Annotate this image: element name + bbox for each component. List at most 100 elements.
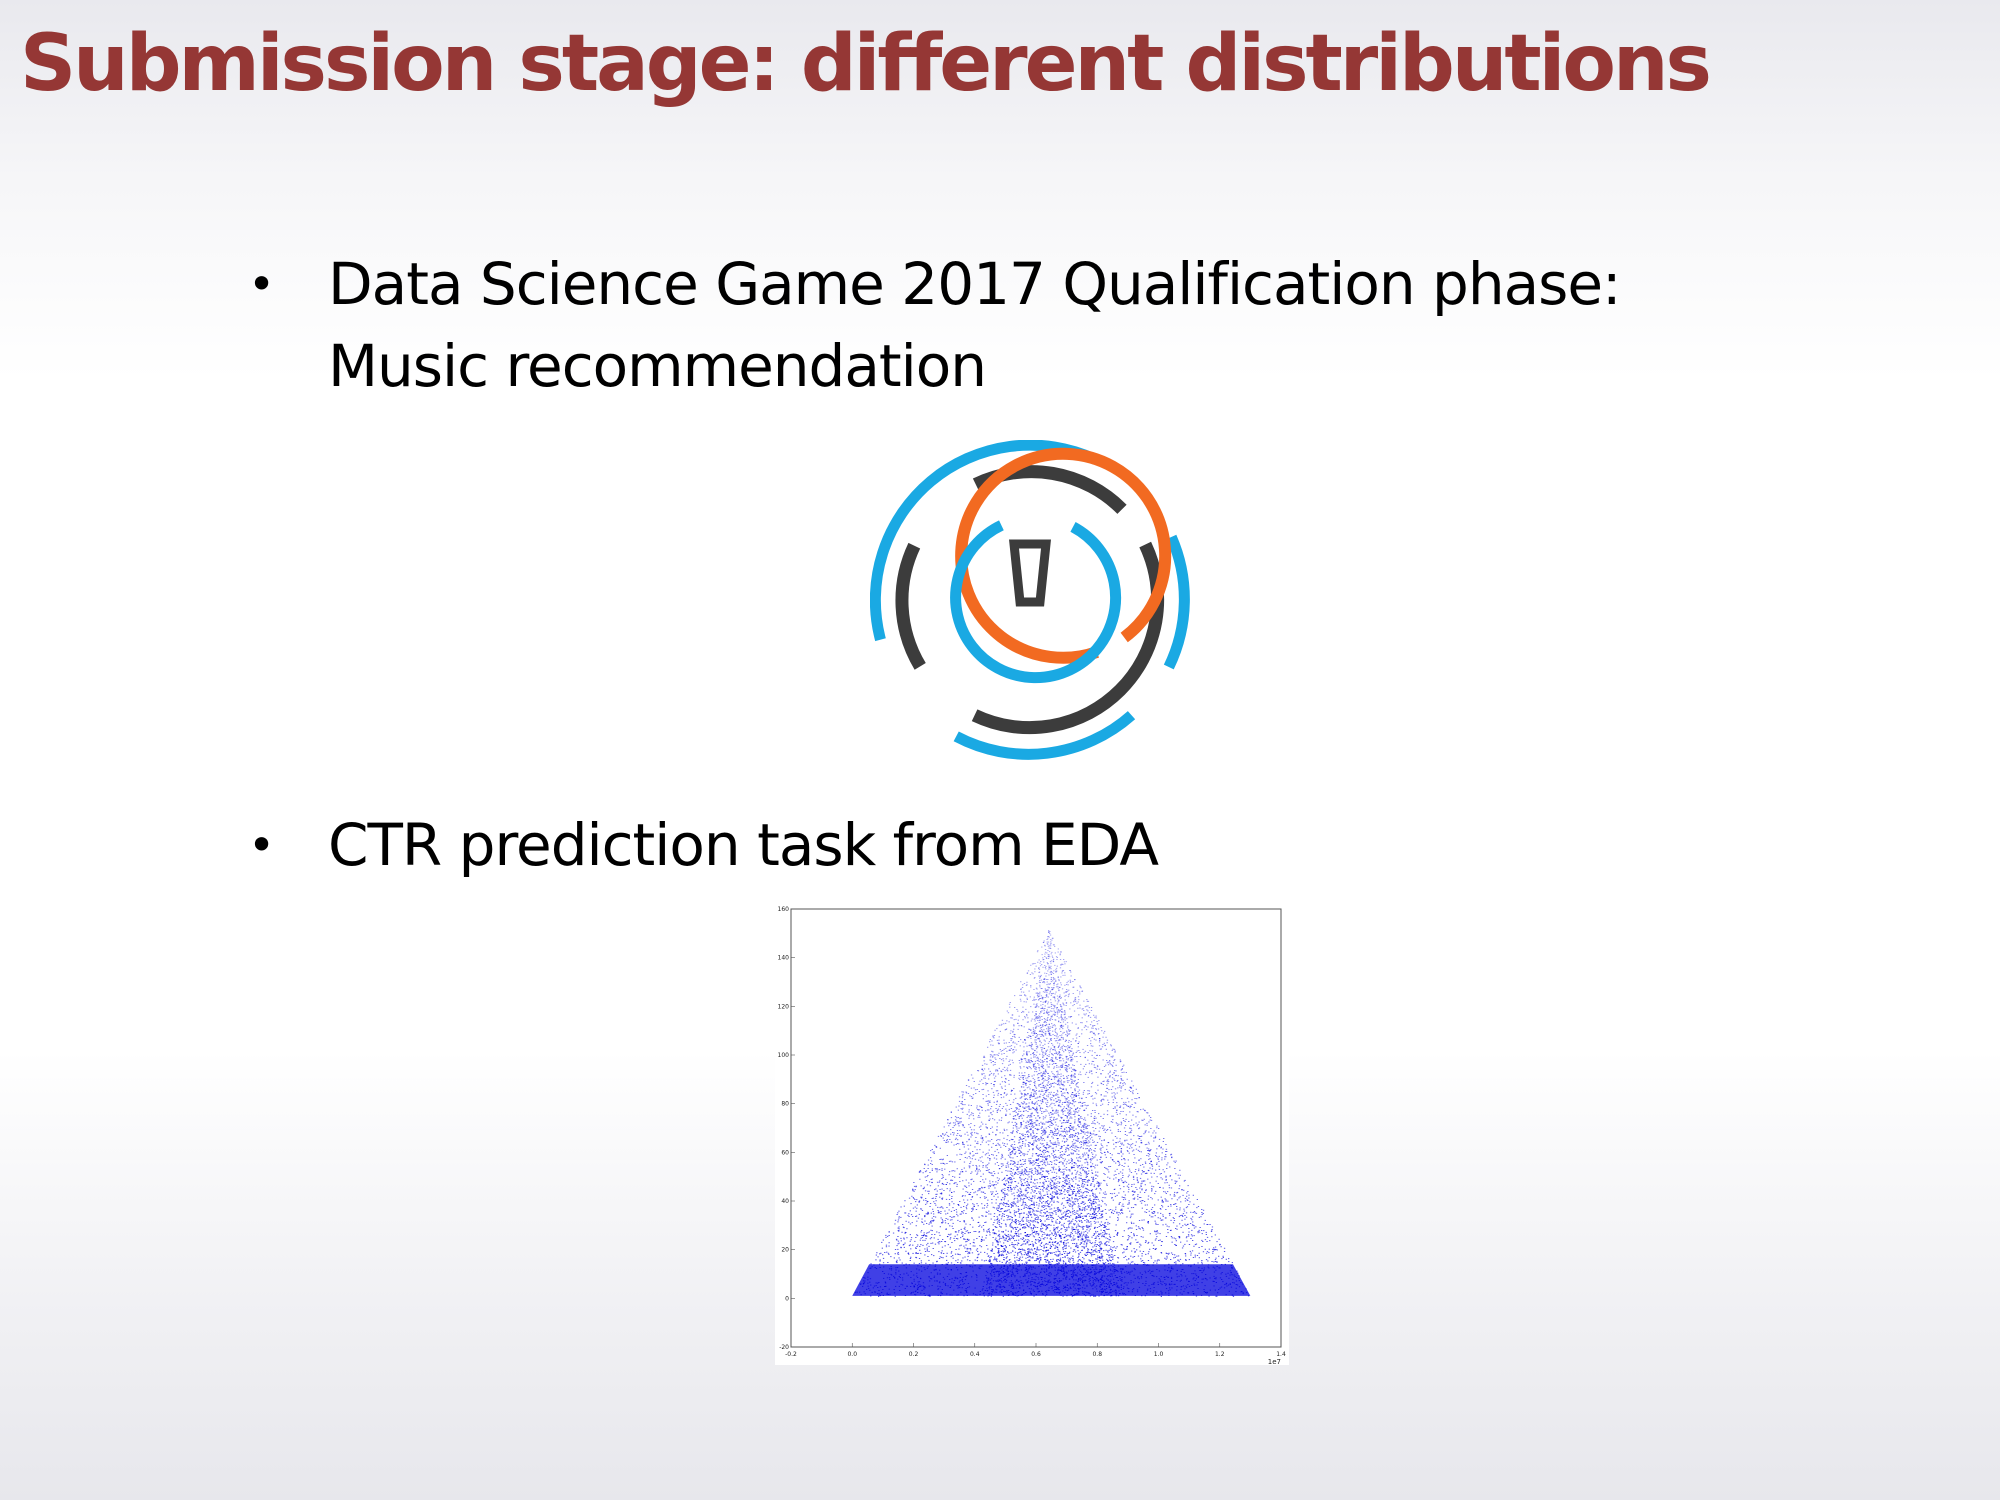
scatter-point <box>1077 1132 1079 1133</box>
slide-title: Submission stage: different distribution… <box>20 19 1712 109</box>
scatter-point <box>1098 1068 1101 1070</box>
scatter-point <box>1050 979 1052 981</box>
scatter-point <box>956 1117 958 1119</box>
scatter-point <box>1153 1275 1155 1277</box>
scatter-point <box>1054 1278 1056 1280</box>
scatter-point <box>1100 1027 1102 1028</box>
scatter-point <box>1115 1277 1117 1278</box>
scatter-point <box>978 1165 981 1167</box>
scatter-point <box>1123 1282 1125 1284</box>
scatter-point <box>1206 1291 1208 1293</box>
scatter-point <box>1062 1198 1064 1200</box>
scatter-point <box>1089 1031 1091 1033</box>
scatter-point <box>1042 1078 1045 1080</box>
scatter-point <box>1027 1259 1030 1261</box>
scatter-point <box>1062 1249 1064 1251</box>
scatter-point <box>1008 1083 1010 1085</box>
scatter-point <box>1018 1194 1020 1196</box>
scatter-point <box>1148 1121 1150 1123</box>
scatter-point <box>897 1248 899 1250</box>
scatter-point <box>1125 1118 1127 1120</box>
scatter-point <box>1048 1066 1050 1068</box>
scatter-point <box>988 1266 991 1268</box>
scatter-point <box>1021 1183 1023 1184</box>
scatter-point <box>1052 1049 1054 1051</box>
scatter-point <box>1072 1258 1074 1260</box>
scatter-point <box>959 1213 961 1215</box>
scatter-point <box>1000 1059 1003 1061</box>
scatter-point <box>1080 1209 1082 1211</box>
scatter-point <box>1091 1133 1093 1135</box>
scatter-point <box>1085 1276 1087 1278</box>
scatter-point <box>1214 1234 1216 1236</box>
scatter-point <box>1039 1117 1041 1118</box>
scatter-point <box>1020 991 1023 993</box>
scatter-point <box>1084 1119 1087 1121</box>
scatter-point <box>1026 1261 1028 1263</box>
scatter-point <box>1026 1197 1028 1198</box>
scatter-point <box>1085 1252 1088 1254</box>
scatter-point <box>956 1294 958 1296</box>
scatter-point <box>1057 1259 1060 1260</box>
scatter-point <box>998 1211 1001 1213</box>
scatter-point <box>1219 1244 1221 1246</box>
scatter-point <box>1025 1203 1027 1205</box>
scatter-point <box>1085 1234 1087 1236</box>
scatter-point <box>1025 1084 1027 1086</box>
scatter-point <box>1106 1233 1108 1235</box>
scatter-point <box>935 1269 937 1271</box>
scatter-point <box>963 1199 965 1201</box>
scatter-point <box>1027 1017 1029 1019</box>
scatter-point <box>961 1108 963 1110</box>
scatter-point <box>1070 1152 1072 1154</box>
scatter-point <box>981 1289 983 1291</box>
scatter-point <box>908 1197 911 1199</box>
scatter-point <box>933 1201 935 1203</box>
scatter-point <box>993 1184 996 1185</box>
scatter-point <box>1086 1208 1088 1210</box>
scatter-point <box>1071 1159 1073 1161</box>
scatter-point <box>1146 1292 1148 1294</box>
scatter-point <box>984 1186 986 1188</box>
scatter-point <box>920 1208 923 1210</box>
scatter-point <box>1052 1094 1054 1096</box>
scatter-point <box>1096 1159 1098 1161</box>
scatter-point <box>1064 963 1066 965</box>
scatter-point <box>1041 1111 1043 1113</box>
scatter-point <box>1130 1128 1132 1130</box>
scatter-point <box>1050 1187 1053 1188</box>
scatter-point <box>1078 1157 1080 1159</box>
scatter-point <box>1023 991 1025 993</box>
scatter-point <box>1074 997 1076 999</box>
scatter-point <box>1077 1260 1079 1262</box>
scatter-point <box>882 1271 884 1272</box>
scatter-point <box>1036 992 1038 994</box>
scatter-point <box>1154 1248 1156 1250</box>
scatter-point <box>1056 1287 1058 1289</box>
scatter-point <box>1032 1256 1034 1258</box>
scatter-point <box>1016 1108 1018 1110</box>
scatter-point <box>972 1241 974 1243</box>
scatter-point <box>1194 1256 1196 1258</box>
scatter-point <box>1034 1190 1036 1192</box>
scatter-point <box>996 1219 998 1221</box>
scatter-point <box>1039 1191 1041 1193</box>
scatter-point <box>1080 1146 1083 1148</box>
scatter-point <box>924 1239 926 1241</box>
scatter-point <box>1075 1195 1077 1197</box>
scatter-point <box>1153 1290 1155 1292</box>
scatter-point <box>1025 1190 1027 1192</box>
scatter-point <box>1058 1281 1060 1283</box>
scatter-point <box>1081 1185 1083 1187</box>
scatter-point <box>1140 1276 1143 1277</box>
scatter-point <box>1076 1225 1078 1227</box>
scatter-point <box>962 1195 964 1196</box>
scatter-point <box>1154 1220 1156 1222</box>
scatter-point <box>1056 1084 1059 1085</box>
scatter-point <box>1033 1236 1036 1238</box>
scatter-point <box>1144 1161 1147 1163</box>
scatter-point <box>1059 1120 1061 1122</box>
scatter-point <box>1055 1213 1057 1215</box>
scatter-point <box>1009 1244 1011 1246</box>
scatter-point <box>1049 983 1051 985</box>
